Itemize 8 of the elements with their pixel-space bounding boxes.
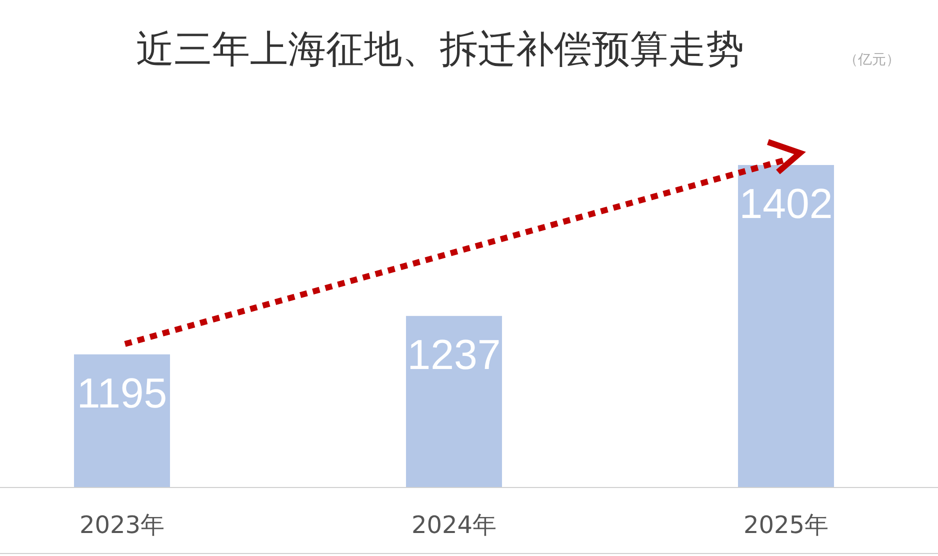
data-label: 1237 (407, 330, 501, 378)
x-tick-label: 2024年 (411, 511, 497, 539)
chart-subtitle: （亿元） (844, 52, 900, 68)
x-tick-label: 2025年 (743, 511, 829, 539)
x-tick-label: 2023年 (79, 511, 165, 539)
chart-title: 近三年上海征地、拆迁补偿预算走势 (136, 27, 744, 71)
data-label: 1195 (76, 369, 168, 416)
data-label: 1402 (739, 180, 833, 227)
